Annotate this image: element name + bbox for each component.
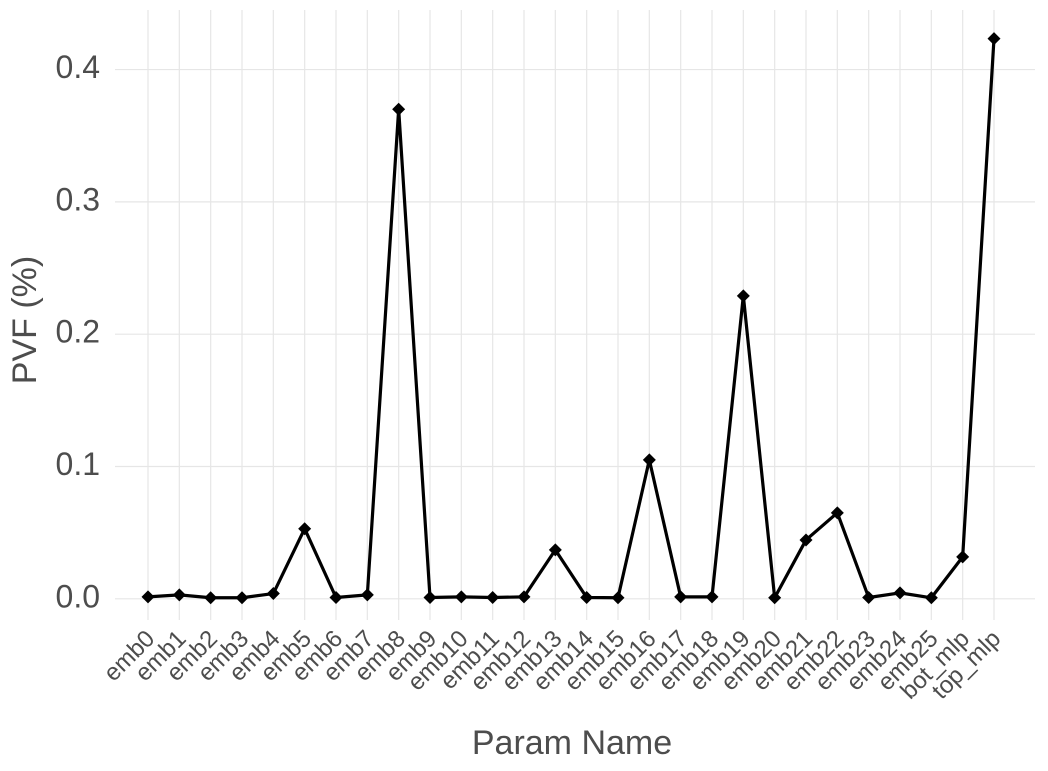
marker [736,289,750,303]
y-tick-label: 0.2 [56,314,100,350]
marker [204,591,218,605]
marker [768,591,782,605]
marker [548,543,562,557]
marker [298,522,312,536]
x-axis-title: Param Name [472,724,672,762]
y-tick-label: 0.0 [56,578,100,614]
marker [517,590,531,604]
marker [454,590,468,604]
marker [642,453,656,467]
marker [266,587,280,601]
y-tick-label: 0.3 [56,181,100,217]
marker [172,588,186,602]
marker [705,590,719,604]
marker [893,586,907,600]
y-tick-label: 0.4 [56,49,100,85]
marker [235,591,249,605]
y-axis-title: PVF (%) [6,256,44,384]
marker [674,590,688,604]
marker [580,591,594,605]
marker [924,591,938,605]
marker [956,550,970,564]
marker [862,591,876,605]
marker [486,591,500,605]
marker [611,591,625,605]
marker [423,591,437,605]
marker [987,32,1001,46]
line [147,38,996,600]
marker [830,506,844,520]
marker [329,591,343,605]
marker [360,588,374,602]
marker [141,590,155,604]
marker [799,533,813,547]
y-tick-label: 0.1 [56,446,100,482]
marker [392,102,406,116]
